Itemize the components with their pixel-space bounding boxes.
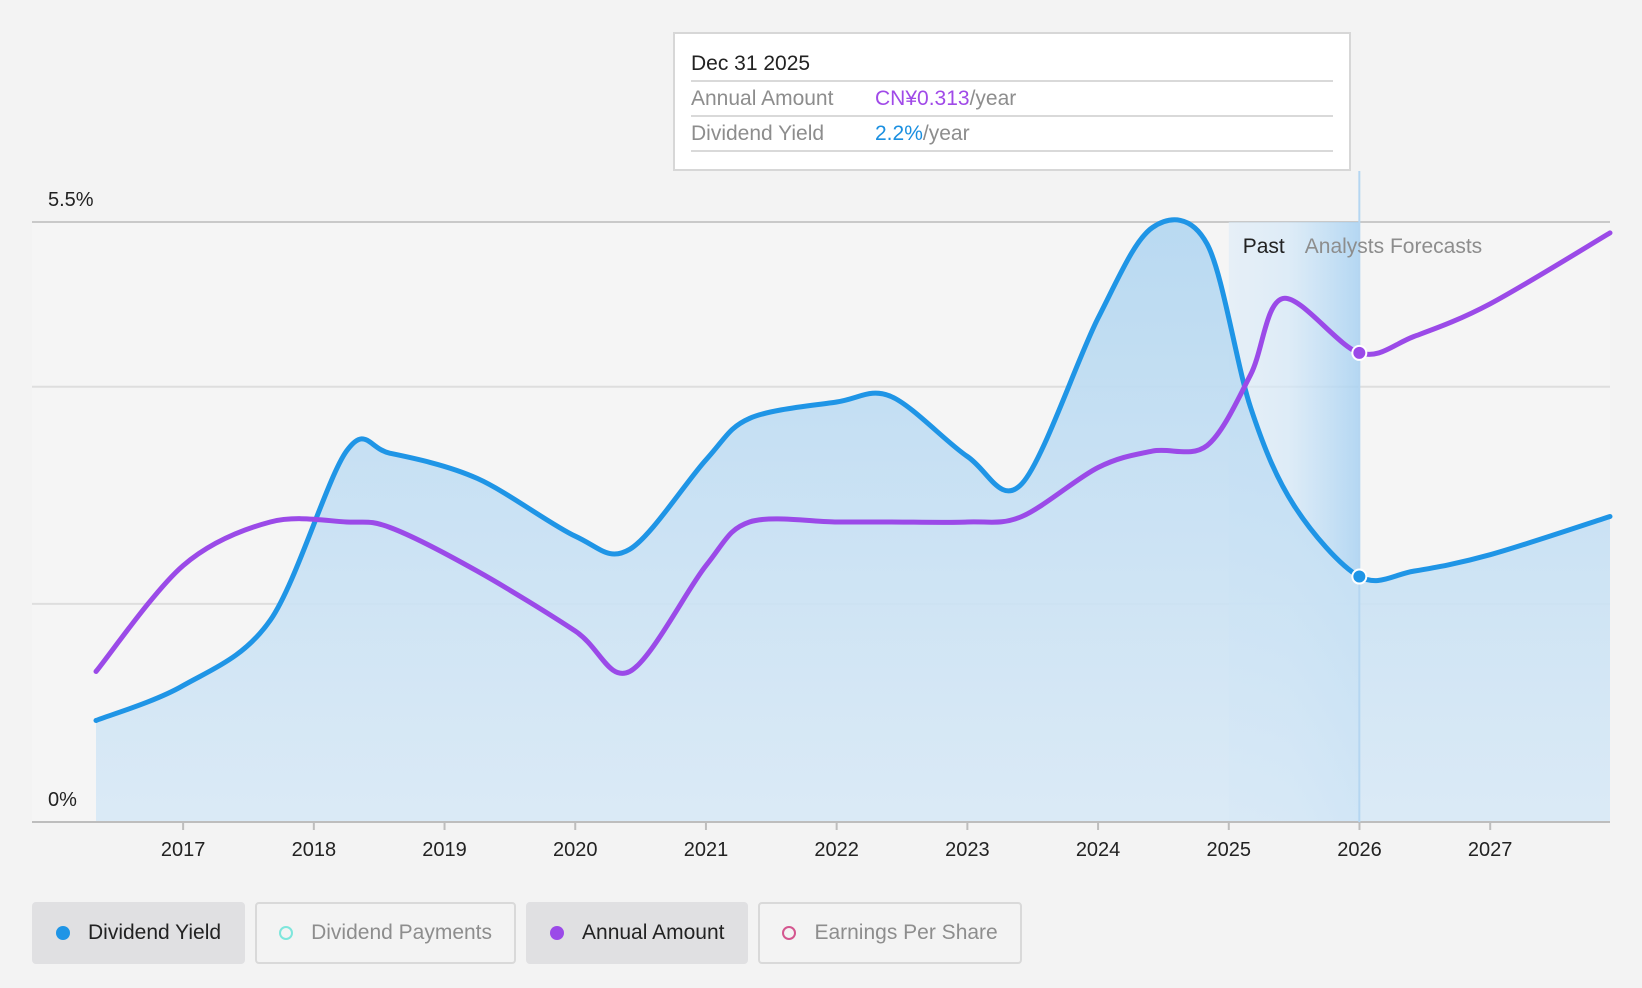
x-tick-label: 2020 <box>553 839 598 861</box>
x-tick-label: 2023 <box>945 839 990 861</box>
tooltip-unit: /year <box>922 122 970 145</box>
y-tick-label-bottom: 0% <box>48 789 77 811</box>
x-tick-label: 2025 <box>1207 839 1252 861</box>
legend-dot-icon <box>782 926 797 940</box>
forecast-label: Analysts Forecasts <box>1305 235 1482 258</box>
legend-dividend-payments-button[interactable]: Dividend Payments <box>255 902 517 964</box>
legend-earnings-per-share-button[interactable]: Earnings Per Share <box>758 902 1022 964</box>
x-tick-label: 2022 <box>814 839 859 861</box>
chart-tooltip: Dec 31 2025 Annual Amount CN¥0.313 /year… <box>673 32 1351 171</box>
line-layer <box>93 217 1613 723</box>
x-tick-label: 2024 <box>1076 839 1121 861</box>
markers <box>1351 344 1368 585</box>
legend-label: Dividend Yield <box>88 921 222 944</box>
dividend-yield-marker <box>1351 568 1368 585</box>
legend-label: Annual Amount <box>582 921 725 944</box>
x-tick-label: 2027 <box>1468 839 1513 861</box>
tooltip-unit: /year <box>969 87 1017 110</box>
annual-amount-line <box>93 230 1613 676</box>
x-tick-label: 2018 <box>292 839 337 861</box>
past-label: Past <box>1243 235 1285 258</box>
legend-annual-amount-button[interactable]: Annual Amount <box>526 902 749 964</box>
x-tick-label: 2019 <box>422 839 467 861</box>
chart-legend: Dividend Yield Dividend Payments Annual … <box>32 902 1022 964</box>
x-tick-label: 2017 <box>161 839 206 861</box>
legend-dot-icon <box>56 926 70 940</box>
legend-label: Dividend Payments <box>311 921 493 944</box>
y-tick-label-top: 5.5% <box>48 189 94 211</box>
tooltip-key: Annual Amount <box>691 87 834 110</box>
tooltip-date: Dec 31 2025 <box>691 48 1333 82</box>
x-tick-label: 2026 <box>1337 839 1382 861</box>
legend-dividend-yield-button[interactable]: Dividend Yield <box>32 902 246 964</box>
x-axis-ticks: 2017 2018 2019 2020 2021 2022 2023 2024 2025 2026… <box>161 822 1513 861</box>
tooltip-value: 2.2% <box>875 122 923 145</box>
x-tick-label: 2021 <box>684 839 729 861</box>
dividend-yield-line <box>93 217 1613 723</box>
tooltip-row-dividend-yield: Dividend Yield 2.2% /year <box>691 117 1333 152</box>
legend-label: Earnings Per Share <box>814 921 998 944</box>
legend-dot-icon <box>550 926 565 940</box>
annual-amount-marker <box>1351 344 1368 361</box>
tooltip-value: CN¥0.313 <box>875 87 970 110</box>
legend-dot-icon <box>279 926 294 940</box>
tooltip-row-annual-amount: Annual Amount CN¥0.313 /year <box>691 82 1333 117</box>
tooltip-key: Dividend Yield <box>691 122 825 145</box>
